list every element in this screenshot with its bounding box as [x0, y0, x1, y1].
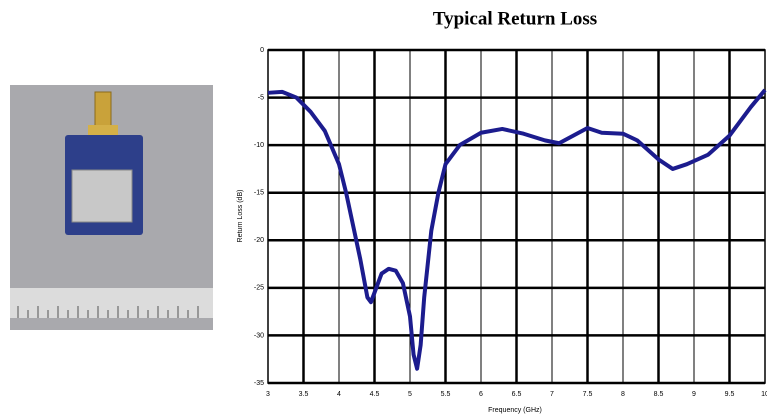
x-tick-label: 3.5: [299, 391, 309, 398]
x-tick-label: 4: [337, 391, 341, 398]
x-tick-label: 5: [408, 391, 412, 398]
x-tick-label: 7: [550, 391, 554, 398]
x-tick-label: 6: [479, 391, 483, 398]
data-line: [267, 88, 767, 371]
ruler: [10, 288, 213, 318]
y-tick-label: -20: [254, 237, 264, 244]
chart-title: Typical Return Loss: [433, 8, 597, 29]
y-tick-label: -35: [254, 380, 264, 387]
x-tick-label: 7.5: [583, 391, 593, 398]
y-tick-label: -25: [254, 285, 264, 292]
x-tick-label: 5.5: [441, 391, 451, 398]
y-tick-label: -30: [254, 332, 264, 339]
product-photo: [10, 85, 213, 330]
ruler-ticks: [17, 306, 199, 318]
y-tick-label: -5: [258, 94, 264, 101]
antenna-element: [71, 169, 133, 223]
y-tick-label: -10: [254, 142, 264, 149]
y-tick-label: -15: [254, 190, 264, 197]
x-tick-label: 8.5: [654, 391, 664, 398]
x-axis-label: Frequency (GHz): [488, 407, 542, 414]
y-axis-label: Return Loss (dB): [237, 190, 244, 243]
x-tick-label: 9.5: [725, 391, 735, 398]
x-tick-label: 3: [266, 391, 270, 398]
x-tick-label: 4.5: [370, 391, 380, 398]
y-tick-label: 0: [260, 47, 264, 54]
x-tick-label: 6.5: [512, 391, 522, 398]
x-tick-label: 8: [621, 391, 625, 398]
connector-base: [88, 125, 118, 137]
x-tick-label: 9: [692, 391, 696, 398]
x-tick-label: 10: [761, 391, 767, 398]
